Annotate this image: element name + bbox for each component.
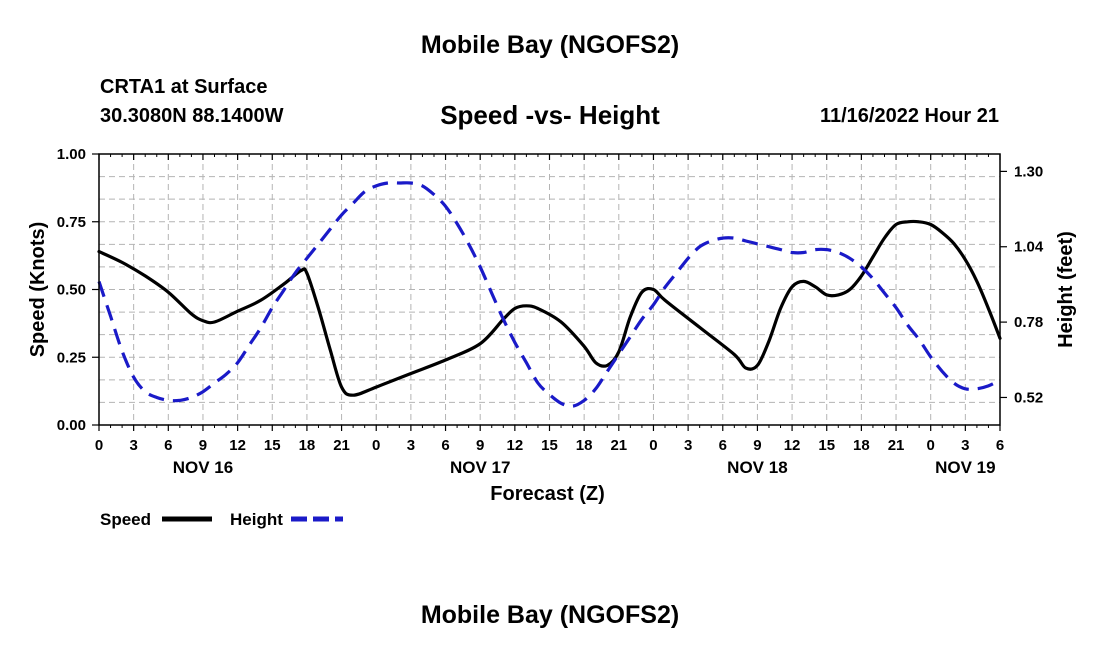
grid-lines — [99, 154, 1000, 425]
station-name: CRTA1 at Surface — [100, 76, 268, 98]
x-tick-label: 15 — [541, 437, 558, 454]
x-tick-label: 3 — [684, 437, 692, 454]
y2-tick-label: 0.52 — [1014, 389, 1043, 406]
x-tick-label: 15 — [264, 437, 281, 454]
speed-height-chart: 0 3 6 9 12 15 18 21 0 3 6 9 12 15 18 21 0 3 6 9 12 15 18 21 0 3 6N… — [27, 146, 1077, 529]
y-tick-label: 0.75 — [57, 214, 86, 231]
x-tick-label: 3 — [407, 437, 415, 454]
x-tick-label: 0 — [649, 437, 657, 454]
x-tick-label: 12 — [229, 437, 246, 454]
legend-speed-label: Speed — [100, 510, 151, 529]
x-tick-label: 0 — [372, 437, 380, 454]
x-tick-label: 6 — [164, 437, 172, 454]
station-coordinates: 30.3080N 88.1400W — [100, 105, 284, 127]
x-tick-label: 0 — [95, 437, 103, 454]
y-tick-label: 0.25 — [57, 349, 86, 366]
legend-height-label: Height — [230, 510, 283, 529]
y2-tick-label: 0.78 — [1014, 314, 1043, 331]
x-tick-label: 3 — [961, 437, 969, 454]
day-label: NOV 16 — [173, 458, 233, 477]
x-tick-label: 15 — [818, 437, 835, 454]
x-tick-label: 21 — [610, 437, 627, 454]
y-axis-title: Speed (Knots) — [27, 222, 49, 358]
x-tick-label: 18 — [853, 437, 870, 454]
x-tick-label: 18 — [299, 437, 316, 454]
x-tick-label: 6 — [441, 437, 449, 454]
x-tick-label: 9 — [753, 437, 761, 454]
y-tick-label: 1.00 — [57, 146, 86, 163]
y2-tick-label: 1.30 — [1014, 163, 1043, 180]
x-tick-label: 12 — [784, 437, 801, 454]
legend: Speed Height — [100, 510, 343, 529]
forecast-timestamp: 11/16/2022 Hour 21 — [819, 105, 999, 127]
day-label: NOV 17 — [450, 458, 510, 477]
day-label: NOV 19 — [935, 458, 995, 477]
second-page-title: Mobile Bay (NGOFS2) — [420, 601, 680, 629]
y-tick-label: 0.50 — [57, 282, 86, 299]
x-tick-label: 6 — [996, 437, 1004, 454]
y2-tick-label: 1.04 — [1014, 239, 1044, 256]
series-lines — [97, 181, 1002, 408]
day-label: NOV 18 — [727, 458, 787, 477]
x-tick-label: 3 — [129, 437, 137, 454]
axis-ticks — [92, 153, 1007, 431]
x-axis-title: Forecast (Z) — [490, 483, 604, 505]
x-tick-label: 21 — [333, 437, 350, 454]
x-tick-label: 12 — [507, 437, 524, 454]
x-tick-label: 9 — [199, 437, 207, 454]
axis-labels: 0 3 6 9 12 15 18 21 0 3 6 9 12 15 18 21 0 3 6 9 12 15 18 21 0 3 6N… — [27, 146, 1077, 505]
y2-axis-title: Height (feet) — [1055, 231, 1077, 348]
chart-title: Speed -vs- Height — [440, 100, 660, 130]
page-title: Mobile Bay (NGOFS2) — [420, 31, 680, 59]
x-tick-label: 9 — [476, 437, 484, 454]
x-tick-label: 18 — [576, 437, 593, 454]
height-series-line — [97, 181, 1001, 408]
x-tick-label: 0 — [927, 437, 935, 454]
x-tick-label: 6 — [719, 437, 727, 454]
y-tick-label: 0.00 — [57, 417, 86, 434]
x-tick-label: 21 — [888, 437, 905, 454]
